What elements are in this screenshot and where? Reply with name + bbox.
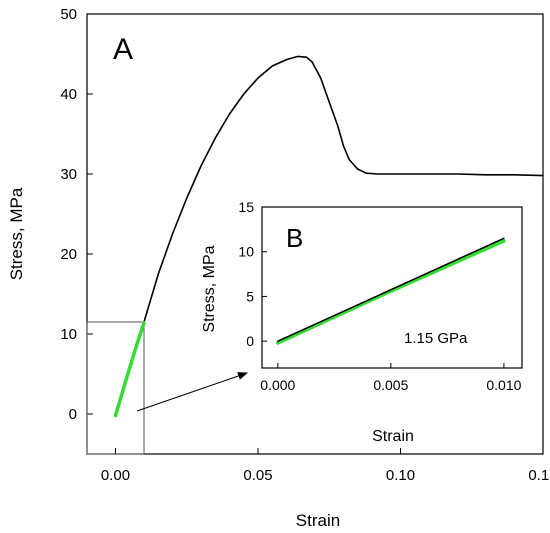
panel-label-b: B <box>286 223 303 253</box>
main-y-axis-label: Stress, MPa <box>7 187 26 280</box>
inset-series <box>276 237 506 345</box>
x-tick-label: 0.05 <box>243 467 272 484</box>
y-tick-label: 20 <box>60 246 77 263</box>
zoom-region-box <box>86 321 145 455</box>
y-tick-label: 30 <box>60 166 77 183</box>
y-tick-label: 50 <box>60 6 77 23</box>
x-tick-label: 0.000 <box>260 377 295 393</box>
x-tick-label: 0.10 <box>386 467 415 484</box>
y-tick-label: 10 <box>238 244 254 260</box>
x-tick-label: 0.15 <box>528 467 550 484</box>
zoom-arrow <box>136 372 248 412</box>
y-tick-label: 40 <box>60 86 77 103</box>
main-plot-frame <box>86 13 544 455</box>
x-tick-label: 0.005 <box>373 377 408 393</box>
y-tick-label: 0 <box>246 333 254 349</box>
inset-y-axis-label: Stress, MPa <box>201 245 218 332</box>
y-tick-label: 15 <box>238 199 254 215</box>
stress-strain-curve <box>143 55 544 323</box>
y-tick-label: 0 <box>69 406 77 423</box>
inset-chart: 0.000 0.005 0.010 0 5 10 15 B 1.15 GPa Strain… <box>201 199 523 445</box>
elastic-fit-line <box>113 321 146 418</box>
main-series <box>113 55 544 418</box>
y-tick-label: 10 <box>60 326 77 343</box>
inset-x-axis-label: Strain <box>372 428 414 445</box>
stress-strain-curve <box>277 237 505 342</box>
x-tick-label: 0.010 <box>486 377 521 393</box>
inset-plot-frame <box>261 206 523 369</box>
panel-label-a: A <box>113 33 133 66</box>
x-tick-label: 0.00 <box>101 467 130 484</box>
y-tick-label: 5 <box>246 288 254 304</box>
inset-x-ticks: 0.000 0.005 0.010 <box>260 363 522 393</box>
main-x-axis-label: Strain <box>296 511 340 530</box>
inset-y-ticks: 0 5 10 15 <box>238 199 267 349</box>
main-x-ticks: 0.00 0.05 0.10 0.15 <box>101 448 550 484</box>
elastic-fit-line <box>276 239 506 345</box>
modulus-annotation: 1.15 GPa <box>404 330 468 347</box>
main-y-ticks: 0 10 20 30 40 50 <box>60 6 93 423</box>
